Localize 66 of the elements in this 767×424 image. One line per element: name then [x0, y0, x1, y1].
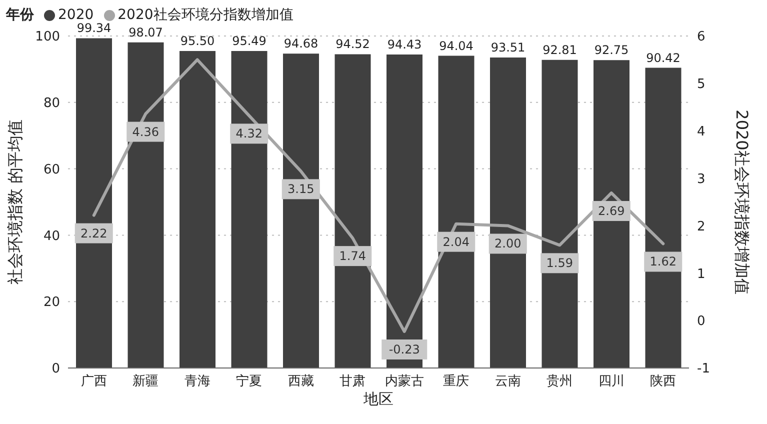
x-tick-label: 内蒙古 [384, 374, 424, 390]
y2-tick-label: 4 [697, 124, 706, 140]
data-label: 1.74 [339, 249, 366, 264]
data-label: 93.51 [490, 40, 526, 55]
data-label: 99.34 [76, 21, 112, 36]
y2-axis-title: 2020社会环境指数增加值 [732, 110, 752, 294]
data-label: 1.59 [546, 256, 573, 270]
bar [128, 42, 164, 368]
data-label: 2.04 [442, 234, 470, 249]
y2-tick-label: 6 [697, 30, 706, 45]
x-tick-label: 陕西 [650, 374, 676, 390]
x-tick-label: 宁夏 [236, 373, 262, 390]
bar [334, 54, 371, 368]
data-label: 95.50 [180, 34, 215, 48]
x-tick-label: 甘肃 [340, 374, 366, 390]
y2-tick-label: -1 [697, 362, 710, 377]
data-label: 3.15 [288, 182, 314, 196]
x-tick-label: 重庆 [443, 374, 470, 390]
legend-title: 年份 [6, 6, 34, 24]
y-axis-title: 社会环境指数 的平均值 [6, 119, 25, 285]
bar [231, 50, 268, 368]
data-label: 94.43 [387, 37, 422, 52]
data-label: 94.68 [284, 36, 318, 51]
y2-tick-label: 0 [697, 314, 706, 330]
data-label: 94.04 [439, 38, 474, 53]
legend-label: 2020社会环境分指数增加值 [118, 7, 294, 23]
data-label: -0.23 [388, 342, 420, 356]
y-tick-label: 20 [43, 295, 60, 310]
y-tick-label: 60 [43, 162, 60, 178]
bar [542, 60, 578, 368]
data-label: 4.36 [132, 124, 159, 139]
bar [490, 58, 526, 368]
y-tick-label: 0 [52, 362, 60, 377]
y-tick-label: 100 [35, 30, 60, 45]
y2-tick-label: 3 [697, 172, 706, 187]
bar [76, 38, 112, 368]
y-tick-label: 80 [43, 96, 60, 112]
x-axis-title: 地区 [362, 390, 394, 408]
x-tick-label: 四川 [598, 374, 624, 390]
bar [438, 56, 474, 368]
x-tick-label: 新疆 [132, 374, 159, 390]
data-label: 95.49 [232, 34, 266, 48]
data-label: 92.75 [594, 43, 629, 58]
x-tick-label: 贵州 [546, 374, 573, 390]
data-label: 2.00 [494, 236, 522, 251]
bar [180, 50, 216, 368]
data-label: 94.52 [336, 37, 370, 52]
data-label: 92.81 [542, 42, 577, 57]
x-tick-label: 广西 [80, 374, 107, 390]
bar [283, 54, 319, 368]
y2-tick-label: 2 [697, 219, 706, 234]
data-label: 1.62 [650, 254, 676, 269]
x-tick-label: 青海 [184, 374, 210, 390]
x-tick-label: 云南 [494, 374, 521, 390]
data-label: 90.42 [646, 50, 680, 65]
data-label: 98.07 [128, 25, 163, 40]
data-label: 2.69 [598, 204, 625, 218]
bar [594, 60, 630, 368]
x-tick-label: 西藏 [288, 374, 314, 390]
y-tick-label: 40 [43, 228, 60, 244]
y2-tick-label: 1 [697, 266, 706, 282]
legend-label: 2020 [57, 7, 94, 23]
y2-tick-label: 5 [697, 77, 706, 92]
data-label: 2.22 [80, 226, 108, 240]
data-label: 4.32 [236, 126, 262, 141]
bar [645, 68, 682, 368]
